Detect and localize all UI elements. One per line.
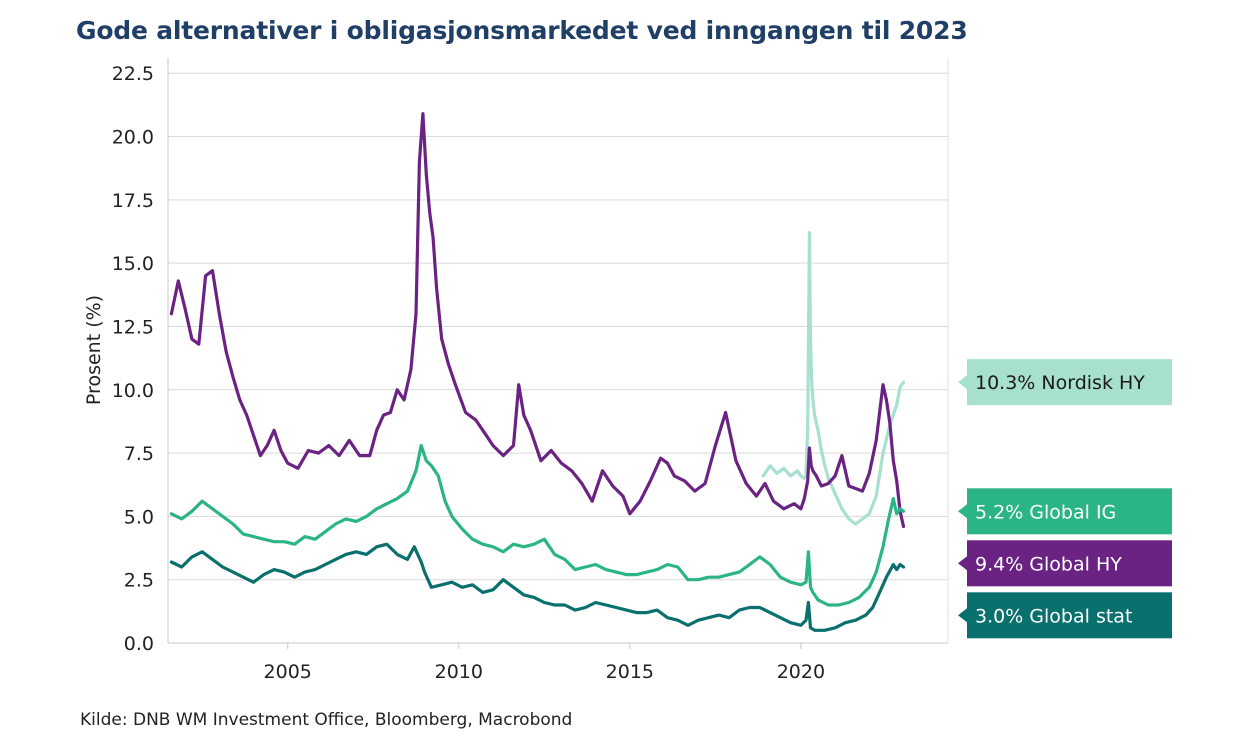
end-label-box: [967, 488, 1172, 535]
series-line-global-stat: [169, 542, 906, 632]
end-labels: 10.3% Nordisk HY 5.2% Global IG 9.4% Globa…: [958, 359, 1172, 639]
gridlines: [168, 72, 948, 644]
series-lines: [169, 112, 906, 632]
y-tick-label: 15.0: [112, 253, 154, 275]
y-tick-label: 12.5: [112, 316, 154, 338]
series-line-nordisk-hy: [761, 231, 906, 526]
end-label-text: 9.4% Global HY: [975, 553, 1122, 575]
end-label-box: [967, 540, 1172, 587]
y-tick-label: 0.0: [124, 633, 154, 655]
y-tick-label: 22.5: [112, 63, 154, 85]
series-line-global-hy: [169, 112, 906, 529]
y-axis-label: Prosent (%): [83, 295, 105, 405]
x-axis-ticks: 2005 2010 2015 2020: [264, 643, 825, 683]
y-tick-label: 5.0: [124, 506, 154, 528]
end-label-global-stat: 3.0% Global stat: [958, 592, 1172, 639]
axes: [167, 58, 949, 644]
x-tick-label: 2020: [777, 661, 825, 683]
chart-title: Gode alternativer i obligasjonsmarkedet …: [76, 16, 968, 45]
source-note: Kilde: DNB WM Investment Office, Bloombe…: [80, 710, 573, 730]
y-tick-label: 17.5: [112, 190, 154, 212]
x-tick-label: 2005: [264, 661, 312, 683]
end-label-text: 5.2% Global IG: [975, 501, 1116, 523]
end-label-nordisk-hy: 10.3% Nordisk HY: [958, 359, 1172, 406]
end-label-global-hy: 9.4% Global HY: [958, 540, 1172, 587]
end-label-text: 3.0% Global stat: [975, 605, 1132, 627]
end-label-global-ig: 5.2% Global IG: [958, 488, 1172, 535]
y-tick-label: 20.0: [112, 127, 154, 149]
y-tick-label: 2.5: [124, 570, 154, 592]
end-label-pointer: [958, 608, 967, 623]
x-tick-label: 2010: [435, 661, 483, 683]
end-label-pointer: [958, 504, 967, 519]
y-tick-label: 10.0: [112, 380, 154, 402]
end-label-box: [967, 592, 1172, 639]
end-label-text: 10.3% Nordisk HY: [975, 372, 1145, 394]
y-tick-label: 7.5: [124, 443, 154, 465]
end-label-box: [967, 359, 1172, 406]
end-label-pointer: [958, 556, 967, 571]
x-tick-label: 2015: [606, 661, 654, 683]
y-axis-ticks: 0.0 2.5 5.0 7.5 10.0 12.5 15.0 17.5 20.0 22.5: [112, 63, 154, 655]
series-line-global-ig: [169, 443, 906, 607]
end-label-pointer: [958, 375, 967, 390]
